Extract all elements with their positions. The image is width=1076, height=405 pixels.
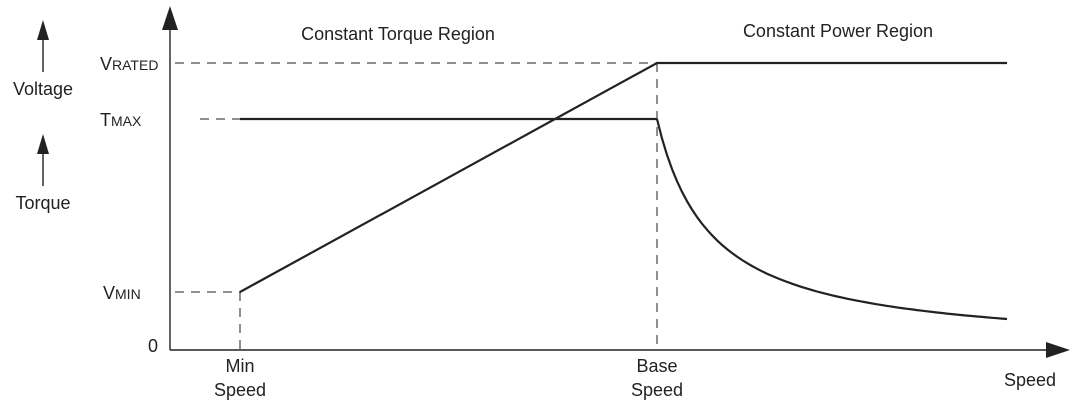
y-label: TMAX [100, 110, 142, 130]
y-label-rest: RATED [112, 57, 158, 73]
y-label-rest: MIN [115, 286, 141, 302]
x-label: Speed [631, 380, 683, 400]
y-label-rest: MAX [111, 113, 142, 129]
region-label: Constant Torque Region [301, 24, 495, 44]
y-arrow [162, 6, 178, 30]
x-label: Min [225, 356, 254, 376]
y-label-lead: V [103, 283, 115, 303]
x-label: Speed [1004, 370, 1056, 390]
y-label: 0 [148, 336, 158, 356]
region-label: Constant Power Region [743, 21, 933, 41]
side-label: Torque [15, 193, 70, 213]
x-arrow [1046, 342, 1070, 358]
voltage-curve [239, 61, 1007, 293]
voltage-arrowhead [37, 20, 49, 40]
y-label-lead: V [100, 54, 112, 74]
y-label: VRATED [100, 54, 158, 74]
side-label: Voltage [13, 79, 73, 99]
y-label-lead: T [100, 110, 111, 130]
torque-curve [655, 118, 1008, 321]
y-label: VMIN [103, 283, 141, 303]
torque-arrowhead [37, 134, 49, 154]
x-label: Base [636, 356, 677, 376]
x-label: Speed [214, 380, 266, 400]
